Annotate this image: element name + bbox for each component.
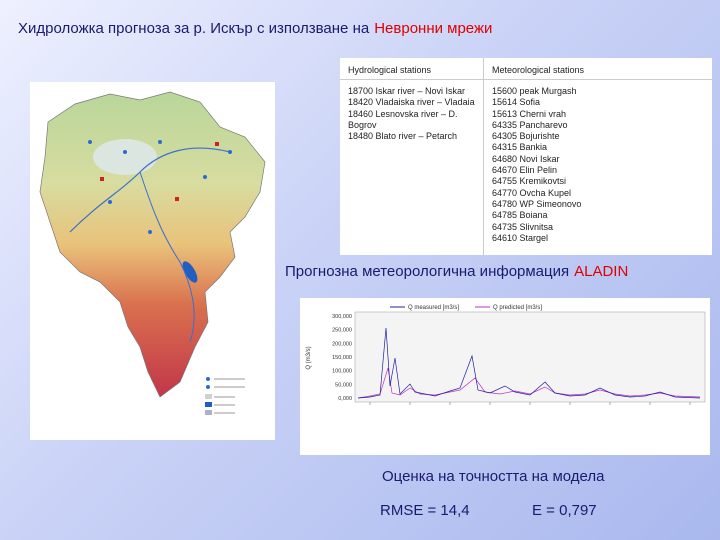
meteo-column: Meteorological stations 15600 peak Murga…	[484, 58, 712, 255]
y-tick-label: 200,000	[332, 341, 352, 347]
station: 18420 Vladaiska river – Vladaia	[348, 97, 475, 108]
station: 64610 Stargel	[492, 232, 549, 243]
station: 18460 Lesnovska river – D. Bogrov	[348, 108, 458, 130]
y-tick-label: 300,000	[332, 314, 352, 320]
station: 64335 Pancharevo	[492, 119, 568, 130]
station: 64315 Bankia	[492, 142, 548, 153]
hydro-column: Hydrological stations 18700 Iskar river …	[340, 58, 484, 255]
y-tick-label: 100,000	[332, 369, 352, 375]
hydro-list: 18700 Iskar river – Novi Iskar 18420 Vlad…	[340, 80, 483, 142]
station: 15613 Cherni vrah	[492, 108, 567, 119]
legend-entry: Q measured [m3/s]	[408, 305, 459, 311]
station: 64305 Bojurishte	[492, 131, 560, 142]
y-axis-label: Q (m3/s)	[306, 346, 312, 369]
y-tick-label: 250,000	[332, 328, 352, 334]
station: 64680 Novi Iskar	[492, 153, 560, 164]
title-highlight: Невронни мрежи	[374, 20, 493, 37]
meteo-list: 15600 peak Murgash 15614 Sofia 15613 Chern…	[484, 80, 712, 244]
map	[30, 82, 275, 440]
y-tick-label: 150,000	[332, 355, 352, 361]
station: 15614 Sofia	[492, 97, 541, 108]
table-header: Meteorological stations	[484, 58, 712, 80]
forecast-heading: Прогнозна метеорологична информация ALADI…	[285, 263, 628, 280]
station: 18480 Blato river – Petarch	[348, 131, 458, 142]
heading-highlight: ALADIN	[574, 263, 629, 280]
slide-title: Хидроложка прогноза за р. Искър с използ…	[18, 20, 492, 37]
stations-table: Hydrological stations 18700 Iskar river …	[340, 58, 712, 255]
station: 64735 Slivnitsa	[492, 221, 554, 232]
station: 64785 Boiana	[492, 210, 548, 221]
station: 18700 Iskar river – Novi Iskar	[348, 86, 466, 96]
hydrograph-image: Q measured [m3/s] Q predicted [m3/s] Q (…	[300, 298, 710, 455]
station: 15600 peak Murgash	[492, 86, 577, 96]
efficiency: E = 0,797	[532, 502, 597, 519]
rmse: RMSE = 14,4	[380, 502, 470, 519]
title-text: Хидроложка прогноза за р. Искър с използ…	[18, 20, 370, 37]
station: 64755 Kremikovtsi	[492, 176, 567, 187]
heading-text: Прогнозна метеорологична информация	[285, 263, 570, 280]
legend-entry: Q predicted [m3/s]	[493, 305, 542, 311]
table-header: Hydrological stations	[340, 58, 483, 80]
station: 64780 WP Simeonovo	[492, 198, 582, 209]
station: 64770 Ovcha Kupel	[492, 187, 572, 198]
station: 64670 Elin Pelin	[492, 165, 558, 176]
y-tick-label: 50,000	[335, 382, 352, 388]
accuracy-heading: Оценка на точността на модела	[382, 468, 605, 485]
y-tick-label: 0,000	[338, 396, 352, 402]
